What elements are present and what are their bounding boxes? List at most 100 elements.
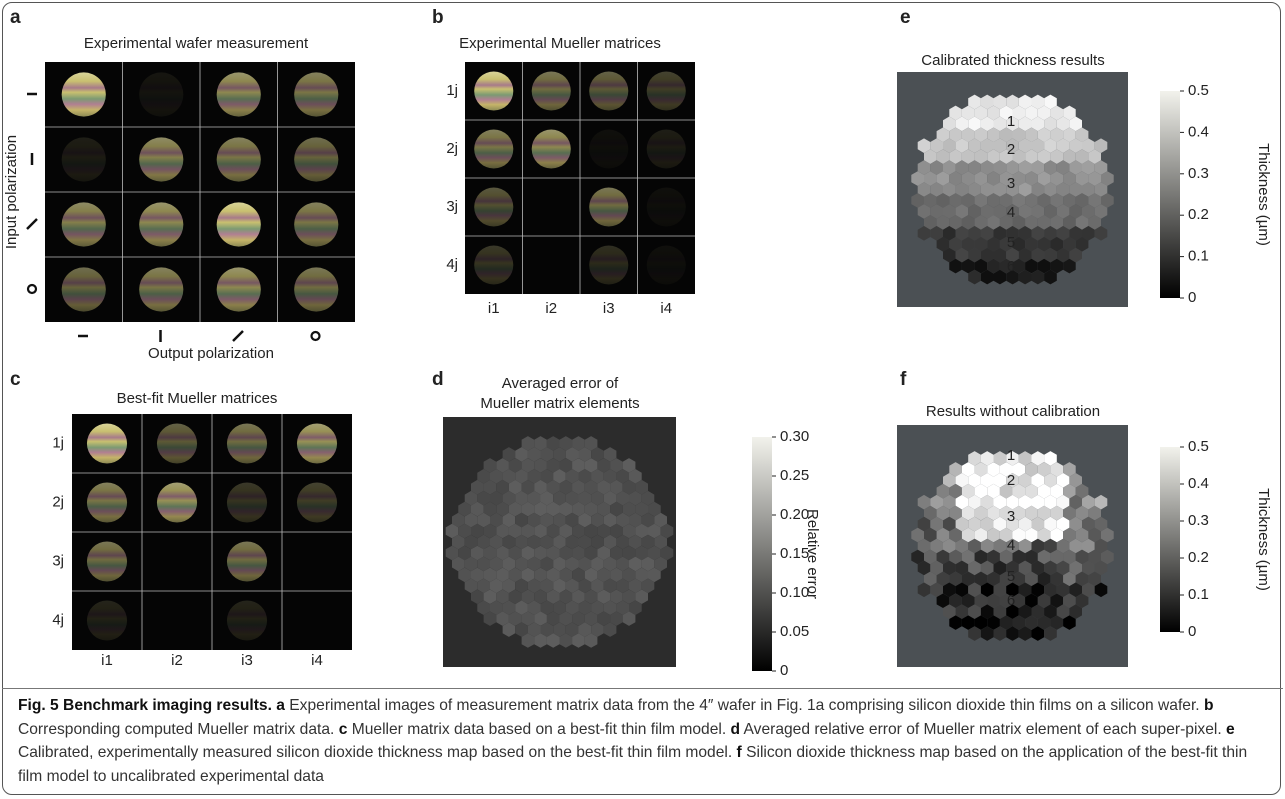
wafer-image	[647, 129, 686, 168]
pol-symbol	[28, 285, 36, 293]
panel-label: a	[10, 7, 21, 28]
wafer-image	[227, 423, 267, 463]
wafer-image	[217, 72, 261, 116]
panel-label: d	[432, 369, 444, 390]
row-label: 4j	[446, 256, 458, 273]
wafer-image	[139, 72, 183, 116]
panel-title: Experimental wafer measurement	[84, 35, 309, 52]
colorbar-tick-label: 0	[1188, 289, 1196, 306]
colorbar-tick-label: 0	[1188, 623, 1196, 640]
page: {"panels": { "a": {"label": "a", "title"…	[0, 0, 1285, 799]
wafer-image	[139, 202, 183, 246]
wafer-image	[474, 71, 513, 110]
wafer-image	[297, 482, 337, 522]
wafer-image	[532, 71, 571, 110]
caption-text: Calibrated, experimentally measured sili…	[18, 744, 732, 761]
region-label: 5	[1007, 568, 1015, 585]
colorbar-label: Thickness (µm)	[1255, 143, 1272, 246]
wafer-image	[139, 137, 183, 181]
pol-symbol	[312, 332, 320, 340]
caption-text: Experimental images of measurement matri…	[289, 697, 1199, 714]
region-label: 4	[1007, 537, 1015, 554]
y-label: Input polarization	[3, 135, 20, 249]
region-label: 1	[1007, 113, 1015, 130]
wafer-image	[294, 267, 338, 311]
colorbar-tick-label: 0.3	[1188, 165, 1209, 182]
caption-text: Averaged relative error of Mueller matri…	[744, 721, 1222, 738]
wafer-image	[62, 72, 106, 116]
caption-label: e	[1226, 721, 1235, 738]
region-label: 4	[1007, 204, 1015, 221]
wafer-image	[474, 245, 513, 284]
colorbar	[1160, 447, 1180, 632]
colorbar-tick-label: 0.30	[780, 428, 809, 445]
caption-text: Corresponding computed Mueller matrix da…	[18, 721, 334, 738]
pol-symbol	[27, 219, 37, 229]
wafer-image	[62, 137, 106, 181]
col-label: i2	[545, 300, 557, 317]
colorbar-tick-label: 0.1	[1188, 586, 1209, 603]
caption: Fig. 5 Benchmark imaging results. a Expe…	[18, 694, 1273, 788]
panel-title: Calibrated thickness results	[921, 52, 1104, 69]
wafer-image	[87, 600, 127, 640]
col-label: i3	[241, 652, 253, 669]
wafer-image	[227, 600, 267, 640]
wafer-image	[87, 541, 127, 581]
col-label: i3	[603, 300, 615, 317]
wafer-image	[647, 187, 686, 226]
wafer-image	[217, 202, 261, 246]
wafer-image	[294, 137, 338, 181]
wafer-image	[62, 267, 106, 311]
colorbar-tick-label: 0.3	[1188, 512, 1209, 529]
panel-label: b	[432, 7, 444, 28]
row-label: 2j	[446, 140, 458, 157]
region-label: 6	[1007, 258, 1015, 275]
region-label: 2	[1007, 472, 1015, 489]
panel-title: Experimental Mueller matrices	[459, 35, 661, 52]
wafer-image	[62, 202, 106, 246]
caption-label: c	[339, 721, 348, 738]
wafer-image	[87, 423, 127, 463]
colorbar	[752, 437, 772, 671]
row-label: 3j	[52, 552, 64, 569]
colorbar-tick-label: 0.1	[1188, 248, 1209, 265]
pol-symbol	[233, 331, 243, 341]
region-label: 3	[1007, 508, 1015, 525]
panel-label: c	[10, 369, 21, 390]
caption-rule	[2, 688, 1283, 689]
col-label: i1	[488, 300, 500, 317]
caption-title: Fig. 5 Benchmark imaging results.	[18, 697, 272, 714]
colorbar-tick-label: 0.4	[1188, 123, 1209, 140]
row-label: 2j	[52, 493, 64, 510]
colorbar-label: Thickness (µm)	[1255, 488, 1272, 591]
region-label: 1	[1007, 447, 1015, 464]
panel-title: Best-fit Mueller matrices	[117, 390, 278, 407]
wafer-image	[589, 71, 628, 110]
wafer-image	[297, 423, 337, 463]
panel-label: f	[900, 369, 907, 390]
wafer-image	[217, 137, 261, 181]
wafer-image	[474, 129, 513, 168]
wafer-image	[532, 129, 571, 168]
region-label: 2	[1007, 141, 1015, 158]
colorbar-label: Relative error	[804, 509, 821, 599]
colorbar-tick-label: 0.2	[1188, 206, 1209, 223]
wafer-image	[157, 482, 197, 522]
col-label: i2	[171, 652, 183, 669]
colorbar-tick-label: 0.4	[1188, 475, 1209, 492]
wafer-image	[294, 202, 338, 246]
region-label: 5	[1007, 234, 1015, 251]
row-label: 1j	[52, 434, 64, 451]
row-label: 3j	[446, 198, 458, 215]
panel-title: Mueller matrix elements	[480, 395, 639, 412]
wafer-image	[647, 71, 686, 110]
wafer-image	[647, 245, 686, 284]
row-label: 4j	[52, 611, 64, 628]
colorbar-tick-label: 0.2	[1188, 549, 1209, 566]
wafer-image	[589, 129, 628, 168]
col-label: i4	[660, 300, 672, 317]
wafer-image	[87, 482, 127, 522]
colorbar	[1160, 91, 1180, 298]
region-label: 3	[1007, 175, 1015, 192]
caption-label: d	[731, 721, 741, 738]
